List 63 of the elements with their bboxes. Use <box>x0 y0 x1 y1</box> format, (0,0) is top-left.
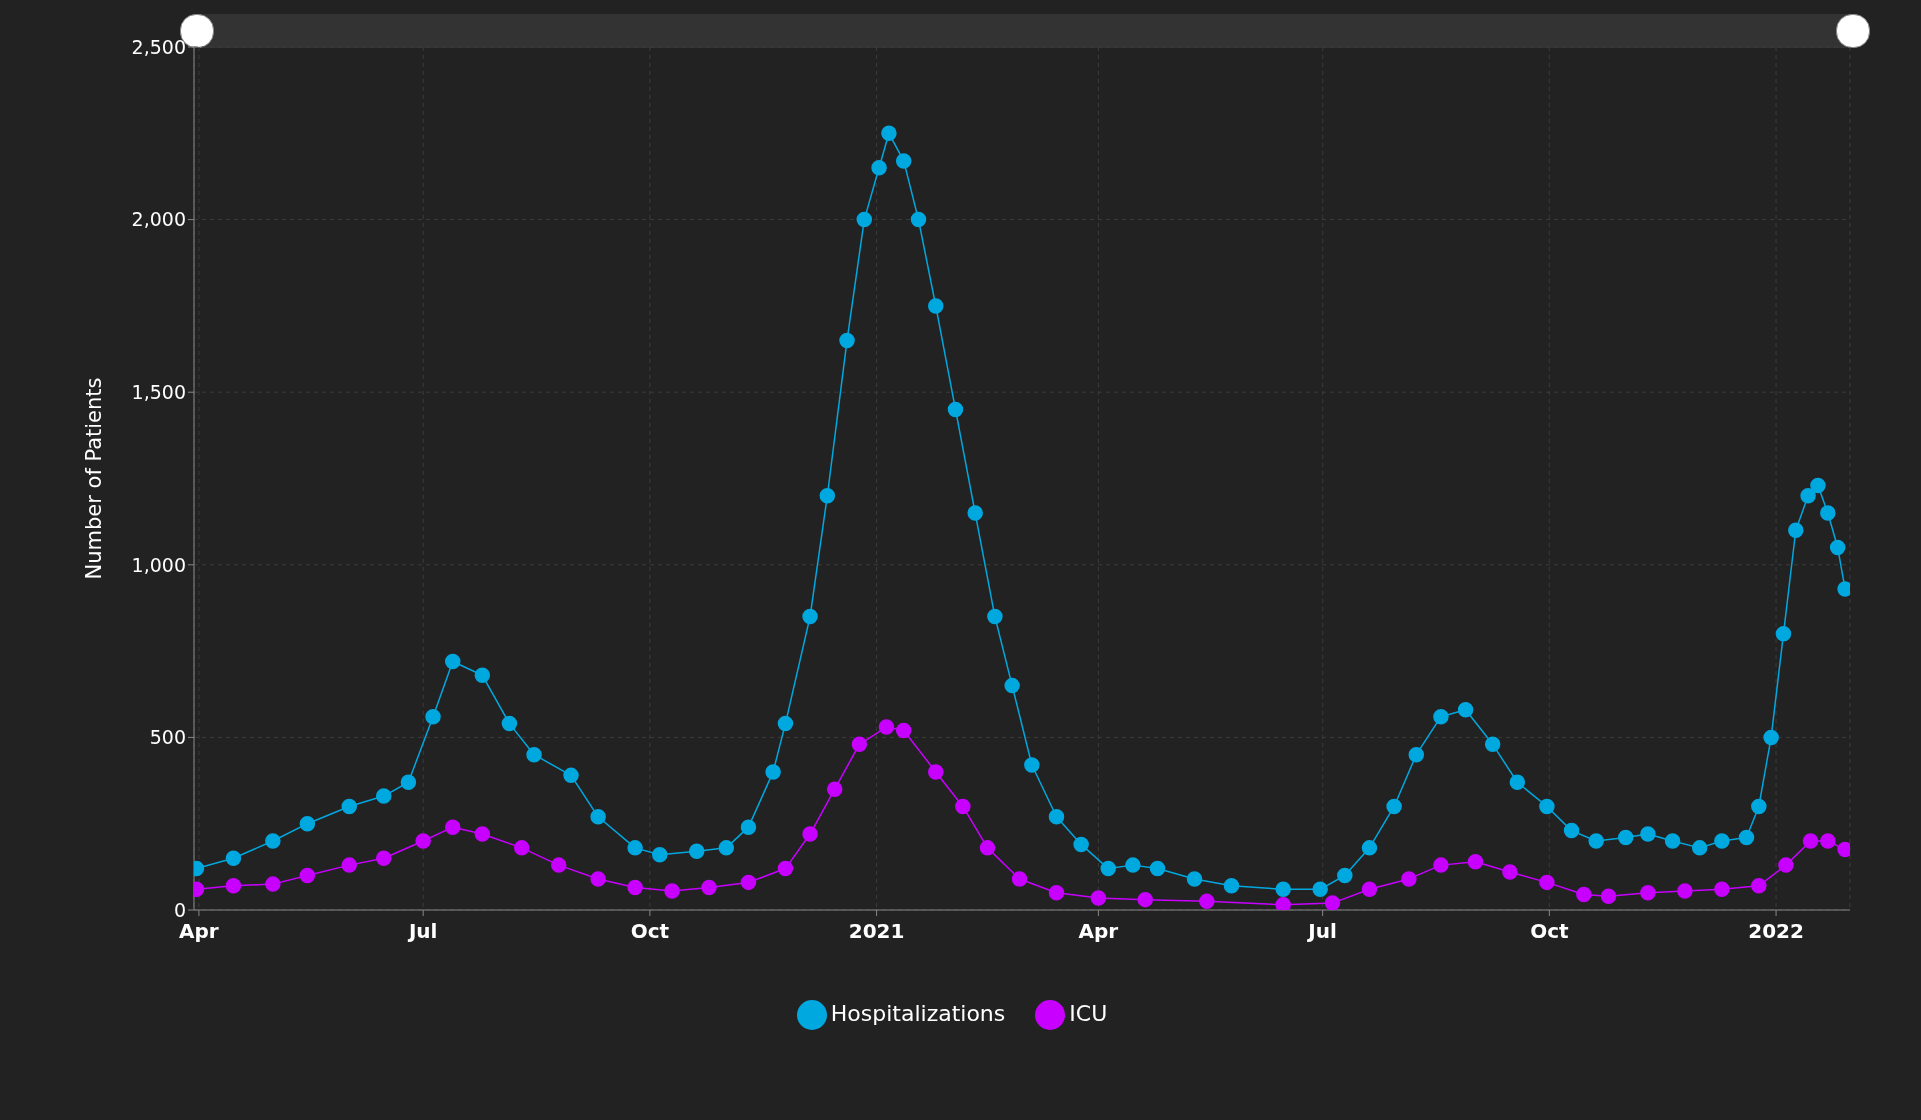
point <box>1048 884 1065 901</box>
point <box>514 840 530 856</box>
point <box>928 764 944 780</box>
y-tick-label: 0 <box>173 898 186 921</box>
point <box>265 876 281 892</box>
y-tick-label: 1,500 <box>131 380 186 403</box>
y-tick-label: 500 <box>149 726 186 749</box>
x-tick-label: Jul <box>1306 919 1337 944</box>
point <box>1361 881 1378 898</box>
point <box>1778 857 1794 873</box>
point <box>341 857 357 873</box>
point <box>376 850 392 866</box>
point <box>225 878 242 894</box>
x-tick-label: Oct <box>630 919 670 944</box>
legend-label: ICU <box>1069 1001 1108 1026</box>
point <box>1539 874 1555 891</box>
x-tick-label: Apr <box>179 919 219 944</box>
point <box>299 867 316 884</box>
point <box>701 879 717 896</box>
point <box>1677 883 1693 899</box>
point <box>777 860 794 877</box>
point <box>802 826 818 842</box>
point <box>1090 890 1107 906</box>
point <box>550 857 567 873</box>
point <box>878 719 895 735</box>
point <box>1433 857 1449 873</box>
point <box>740 874 757 891</box>
point <box>895 722 912 739</box>
point <box>1820 833 1836 849</box>
point <box>664 883 680 899</box>
point <box>590 871 606 887</box>
point <box>1714 881 1730 898</box>
point <box>979 840 996 856</box>
legend-label: Hospitalizations <box>830 1001 1006 1026</box>
y-tick-label: 2,500 <box>131 35 186 58</box>
point <box>1324 895 1341 910</box>
point <box>1275 897 1291 910</box>
point <box>1467 853 1484 870</box>
point <box>1576 886 1592 903</box>
point <box>1600 888 1617 904</box>
point <box>1137 891 1153 908</box>
x-tick-label: 2021 <box>848 919 905 944</box>
x-tick-label: Jul <box>406 919 438 944</box>
x-tick-label: Oct <box>1530 919 1569 944</box>
point <box>826 781 843 797</box>
point <box>955 798 971 815</box>
point <box>1199 893 1215 910</box>
y-tick-label: 1,000 <box>131 553 186 576</box>
point <box>1401 871 1417 887</box>
point <box>1502 864 1518 880</box>
point <box>445 819 461 835</box>
point <box>627 879 643 896</box>
point <box>1640 884 1656 901</box>
point <box>1751 878 1767 894</box>
y-axis-title: Number of Patients <box>82 377 107 580</box>
point <box>851 736 868 753</box>
x-tick-label: 2022 <box>1748 919 1804 944</box>
point <box>415 833 431 849</box>
x-tick-label: Apr <box>1078 919 1119 944</box>
point <box>474 826 491 842</box>
point <box>1802 833 1819 849</box>
y-tick-label: 2,000 <box>131 208 186 231</box>
point <box>1011 871 1028 887</box>
